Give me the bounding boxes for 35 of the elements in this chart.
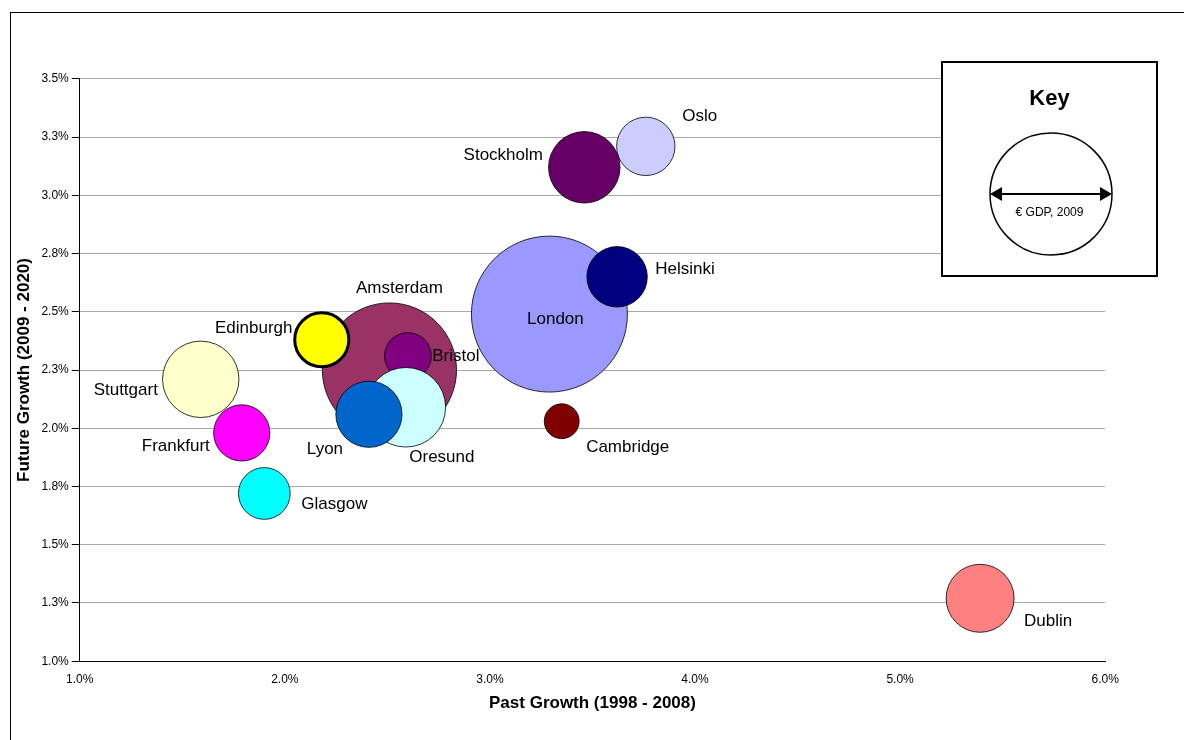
series-label: Amsterdam [355, 277, 443, 297]
y-tick-label: 2.5% [41, 304, 70, 319]
y-tick-label: 1.3% [41, 595, 70, 610]
series-label: Lyon [306, 438, 344, 458]
y-tick-label: 1.5% [41, 537, 70, 552]
series-label: Edinburgh [215, 318, 293, 338]
y-tick-label: 3.3% [41, 129, 70, 144]
series-label: Frankfurt [141, 435, 211, 455]
x-tick-label: 5.0% [886, 671, 915, 686]
x-axis-title: Past Growth (1998 - 2008) [489, 693, 696, 713]
x-tick-label: 2.0% [271, 671, 299, 686]
x-tick-label: 3.0% [476, 671, 504, 686]
legend-title: Key [1028, 85, 1071, 111]
y-tick-label: 2.3% [41, 362, 70, 377]
y-axis-title: Future Growth (2009 - 2020) [13, 258, 33, 482]
series-label: Cambridge [586, 436, 670, 456]
x-tick-label: 1.0% [66, 671, 94, 686]
x-tick-label: 4.0% [681, 671, 710, 686]
annotation: € GDP, 2009 [1014, 205, 1085, 219]
y-tick-label: 1.8% [41, 478, 70, 493]
series-label: Dublin [1023, 610, 1073, 630]
series-label: Helsinki [655, 258, 715, 278]
y-tick-label: 2.0% [41, 420, 70, 435]
y-tick-label: 3.0% [41, 187, 70, 202]
key-panel: Key € GDP, 2009 [941, 61, 1158, 277]
series-label: Stockholm [463, 145, 543, 165]
y-tick-label: 2.8% [41, 245, 70, 260]
series-label: London [527, 308, 584, 328]
x-tick-label: 6.0% [1091, 671, 1120, 686]
series-label: Glasgow [301, 494, 369, 514]
y-tick-label: 1.0% [41, 653, 70, 668]
series-label: Stuttgart [93, 380, 159, 400]
y-tick-label: 3.5% [41, 71, 70, 86]
series-label: Oresund [409, 446, 475, 466]
series-label: Oslo [682, 106, 718, 126]
